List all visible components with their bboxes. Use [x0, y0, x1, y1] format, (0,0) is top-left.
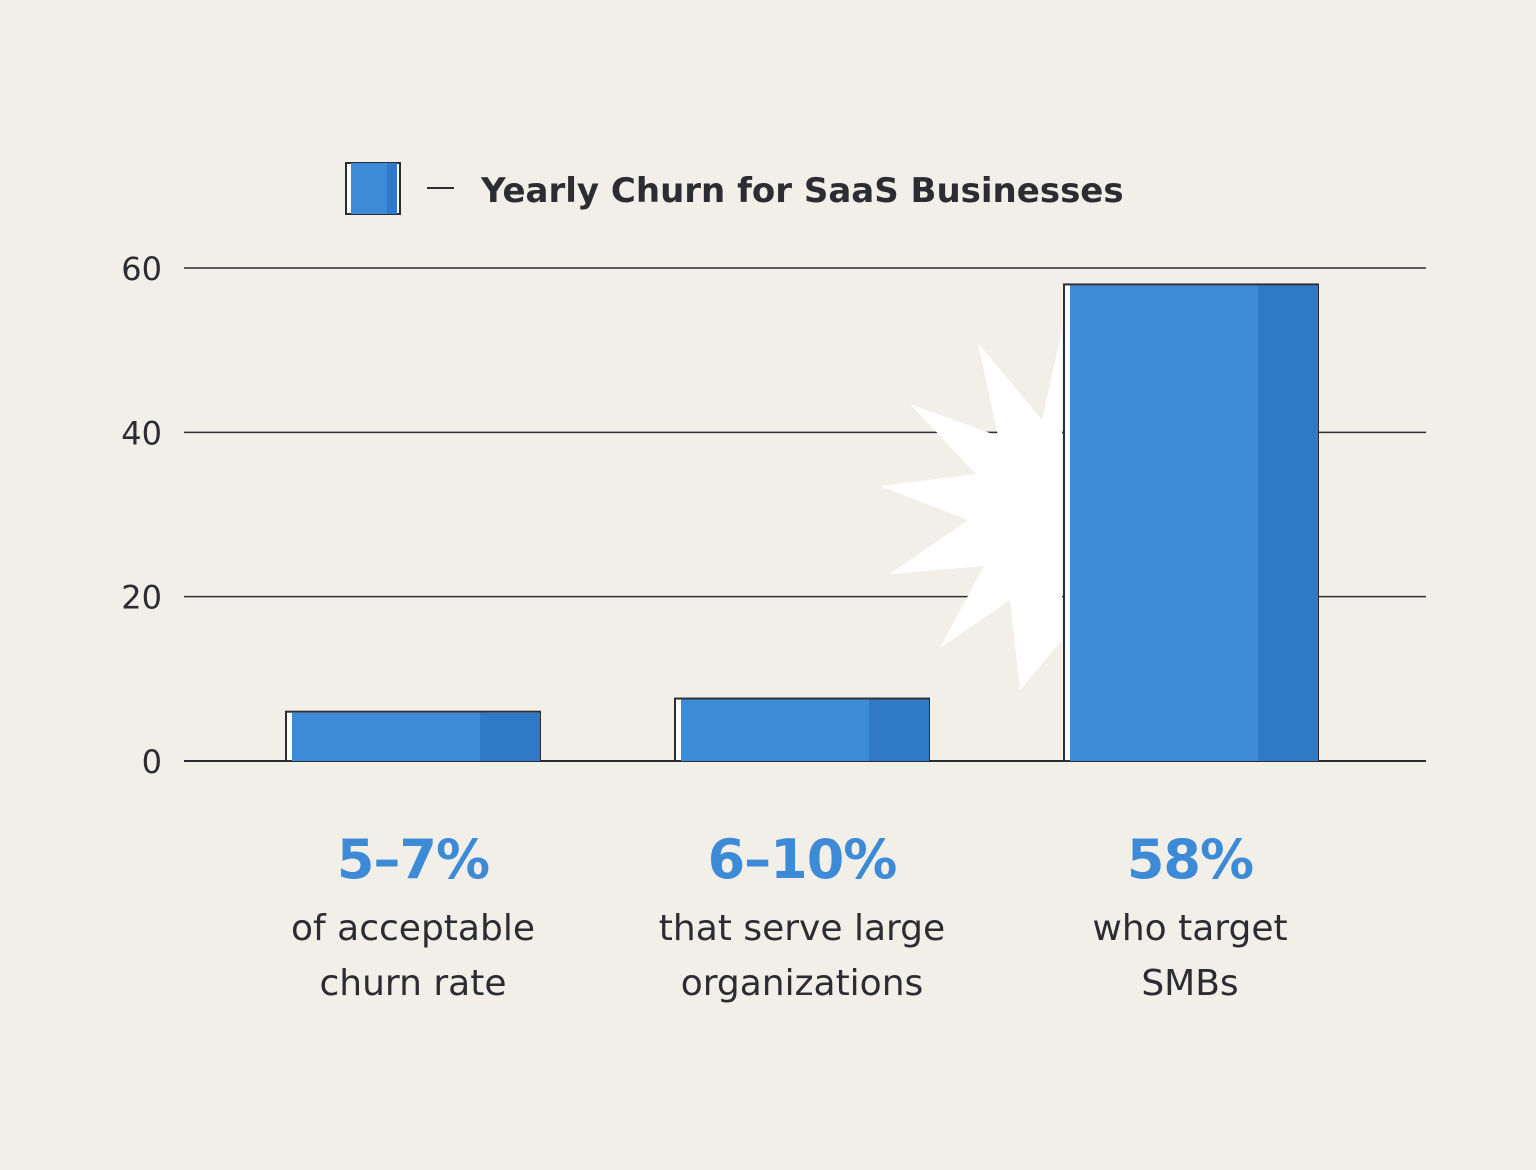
legend-swatch-icon — [345, 162, 401, 215]
category-label: organizations — [681, 963, 924, 1004]
bar-shade — [480, 712, 540, 761]
bar — [681, 699, 875, 761]
category-label: SMBs — [1141, 963, 1238, 1004]
bar — [1070, 285, 1264, 761]
bars — [285, 283, 1319, 763]
legend: Yearly Churn for SaaS Businesses — [345, 162, 1124, 215]
bar-value-label: 58% — [1127, 828, 1253, 891]
y-tick-label: 0 — [142, 743, 162, 781]
y-tick-label: 20 — [121, 579, 162, 617]
category-label: who target — [1092, 908, 1287, 949]
category-label: that serve large — [659, 908, 945, 949]
legend-label: Yearly Churn for SaaS Businesses — [480, 171, 1124, 211]
y-tick-label: 40 — [121, 414, 162, 452]
category-label: of acceptable — [291, 908, 535, 949]
bar-value-label: 5–7% — [337, 828, 489, 891]
bar — [292, 712, 486, 761]
starburst-shape — [880, 330, 1062, 690]
starburst-icon — [880, 330, 1062, 690]
category-label: churn rate — [320, 963, 507, 1004]
y-tick-label: 60 — [121, 250, 162, 288]
bar-shade — [1258, 285, 1318, 761]
bar-value-label: 6–10% — [708, 828, 897, 891]
bar-labels: 5–7% of acceptable churn rate 6–10% that ser… — [291, 828, 1288, 1004]
bar-shade — [869, 699, 929, 761]
